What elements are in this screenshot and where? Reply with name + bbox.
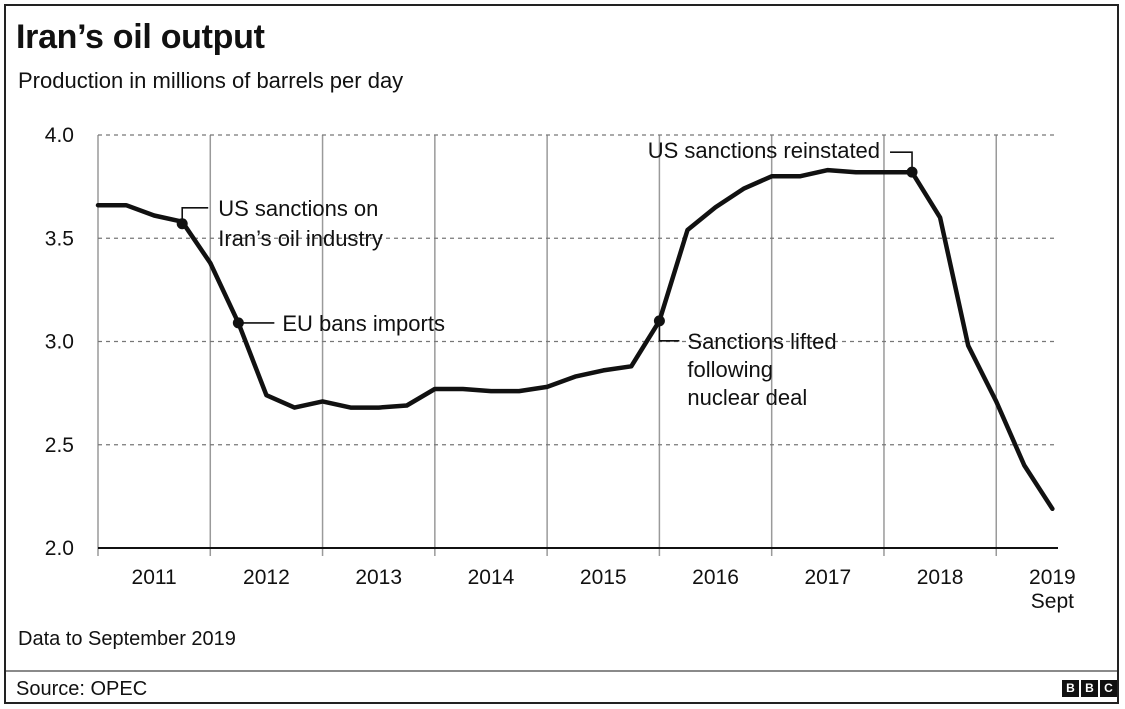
bbc-logo-letter: C bbox=[1100, 680, 1117, 697]
annotation-label: EU bans imports bbox=[282, 311, 445, 336]
x-tick-label: 2015 bbox=[580, 566, 627, 589]
annotation-marker bbox=[176, 218, 188, 230]
annotation-label: US sanctions on bbox=[218, 196, 378, 221]
y-tick-label: 3.0 bbox=[45, 331, 74, 354]
chart-title: Iran’s oil output bbox=[16, 18, 265, 56]
annotation-marker bbox=[232, 317, 244, 329]
x-tick-label: 2013 bbox=[355, 566, 402, 589]
y-tick-label: 2.0 bbox=[45, 537, 74, 560]
x-tick-label: 2019 bbox=[1029, 566, 1076, 589]
footer-divider bbox=[6, 670, 1117, 672]
annotation-leader bbox=[658, 320, 680, 342]
y-tick-label: 2.5 bbox=[45, 434, 74, 457]
x-tick-label: 2016 bbox=[692, 566, 739, 589]
x-tick-label: 2017 bbox=[804, 566, 851, 589]
x-tick-label: 2018 bbox=[917, 566, 964, 589]
x-tick-label: 2012 bbox=[243, 566, 290, 589]
y-tick-label: 4.0 bbox=[45, 124, 74, 147]
source-label: Source: OPEC bbox=[16, 678, 148, 700]
data-note: Data to September 2019 bbox=[18, 628, 236, 650]
annotation-leader bbox=[890, 151, 913, 173]
annotation-marker bbox=[653, 315, 665, 327]
series-line bbox=[95, 167, 1055, 512]
annotation-label: Sanctions lifted bbox=[687, 329, 836, 354]
x-tick-sublabel: Sept bbox=[1031, 590, 1074, 613]
x-tick-label: 2014 bbox=[468, 566, 515, 589]
bbc-logo: B B C bbox=[1062, 680, 1117, 697]
annotation-label: following bbox=[687, 357, 773, 382]
bbc-logo-letter: B bbox=[1081, 680, 1098, 697]
chart-subtitle: Production in millions of barrels per da… bbox=[18, 68, 404, 93]
annotation-label: nuclear deal bbox=[687, 385, 807, 410]
annotation-label: Iran’s oil industry bbox=[218, 226, 383, 251]
bbc-logo-letter: B bbox=[1062, 680, 1079, 697]
y-tick-label: 3.5 bbox=[45, 227, 74, 250]
annotation-label: US sanctions reinstated bbox=[648, 138, 880, 163]
annotation-marker bbox=[906, 166, 918, 178]
x-tick-label: 2011 bbox=[132, 566, 177, 589]
chart-frame bbox=[4, 4, 1119, 704]
